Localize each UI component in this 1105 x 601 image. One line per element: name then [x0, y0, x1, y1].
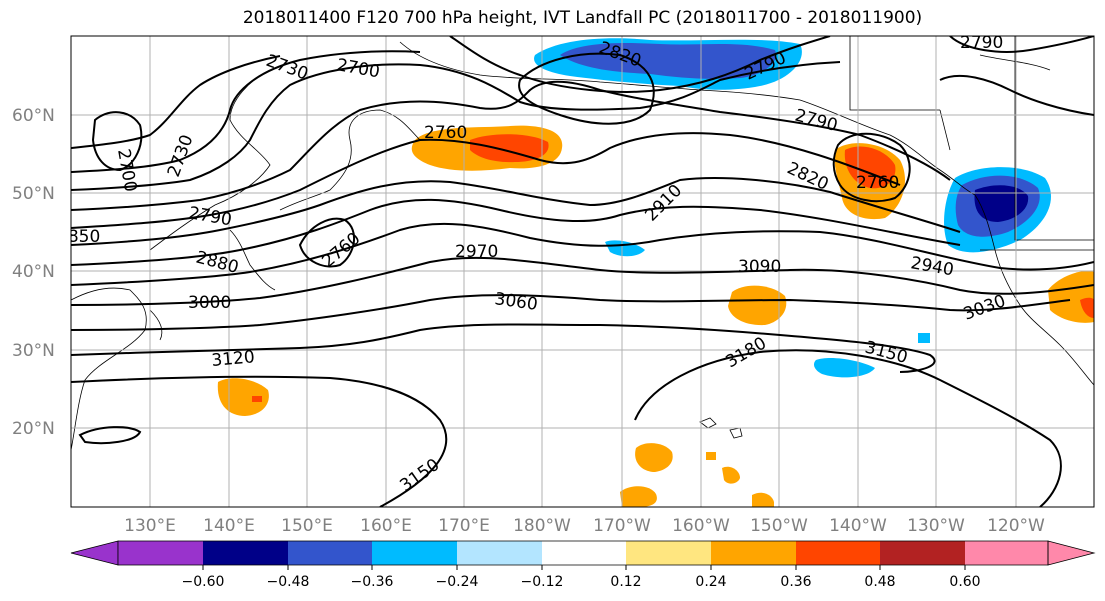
colorbar-tick-label: −0.60	[182, 574, 225, 590]
ivt-shading	[217, 38, 1094, 507]
colorbar-tick-label: −0.48	[267, 574, 310, 590]
longitude-labels: 130°E 140°E 150°E 160°E 170°E 180°W 170°…	[124, 516, 1045, 536]
contour-label: 2970	[455, 242, 498, 262]
colorbar-segment	[372, 541, 457, 565]
colorbar-tick-label: 0.12	[610, 574, 641, 590]
contour-label: 3000	[188, 293, 231, 313]
colorbar-tick-label: −0.36	[351, 574, 394, 590]
colorbar-segment	[711, 541, 796, 565]
colorbar-tick-label: 0.24	[695, 574, 726, 590]
colorbar-segment	[796, 541, 880, 565]
colorbar-extend-low	[70, 540, 119, 566]
contour-label: 2850	[57, 227, 100, 247]
lon-label: 140°W	[829, 516, 887, 536]
lon-label: 120°W	[987, 516, 1045, 536]
colorbar-tick-label: 0.60	[949, 574, 980, 590]
height-contours	[71, 36, 1094, 507]
colorbar-segment	[542, 541, 626, 565]
lon-label: 160°W	[672, 516, 730, 536]
positive-anomaly-california	[1048, 270, 1094, 323]
colorbar-segment	[118, 541, 203, 565]
colorbar-segment	[965, 541, 1048, 565]
colorbar-segment	[203, 541, 288, 565]
lat-label-50n: 50°N	[12, 184, 55, 204]
positive-anomaly-hawaii-1	[635, 443, 673, 472]
lat-label-60n: 60°N	[12, 106, 55, 126]
lon-label: 170°E	[438, 516, 490, 536]
colorbar: −0.60 −0.48 −0.36 −0.24 −0.12 0.12 0.24 …	[70, 540, 1096, 590]
lat-label-20n: 20°N	[12, 419, 55, 439]
lon-label: 130°W	[907, 516, 965, 536]
colorbar-tick-label: −0.24	[436, 574, 479, 590]
colorbar-tick-label: −0.12	[521, 574, 564, 590]
contour-label: 3090	[738, 257, 781, 277]
lon-label: 180°W	[513, 516, 571, 536]
colorbar-segment	[288, 541, 372, 565]
lon-label: 140°E	[203, 516, 255, 536]
colorbar-tick-label: 0.48	[864, 574, 895, 590]
contour-label: 2790	[960, 33, 1003, 53]
contour-label: 3120	[211, 347, 256, 371]
lon-label: 160°E	[360, 516, 412, 536]
lon-label: 170°W	[593, 516, 651, 536]
colorbar-segment	[457, 541, 542, 565]
lat-label-40n: 40°N	[12, 262, 55, 282]
positive-anomaly-west-pacific	[217, 378, 269, 416]
map-frame	[70, 35, 1095, 508]
contour-label: 2760	[856, 173, 899, 193]
figure-title: 2018011400 F120 700 hPa height, IVT Land…	[242, 8, 923, 28]
latitude-labels: 60°N 50°N 40°N 30°N 20°N	[12, 106, 55, 439]
lon-label: 150°W	[750, 516, 808, 536]
colorbar-tick-label: 0.36	[780, 574, 811, 590]
lon-label: 150°E	[281, 516, 333, 536]
colorbar-segment	[880, 541, 965, 565]
positive-anomaly-mid-pacific	[728, 285, 787, 326]
colorbar-extend-high	[1047, 540, 1096, 566]
lat-label-30n: 30°N	[12, 341, 55, 361]
lon-label: 130°E	[124, 516, 176, 536]
colorbar-segment	[626, 541, 711, 565]
contour-label: 2760	[424, 123, 467, 143]
